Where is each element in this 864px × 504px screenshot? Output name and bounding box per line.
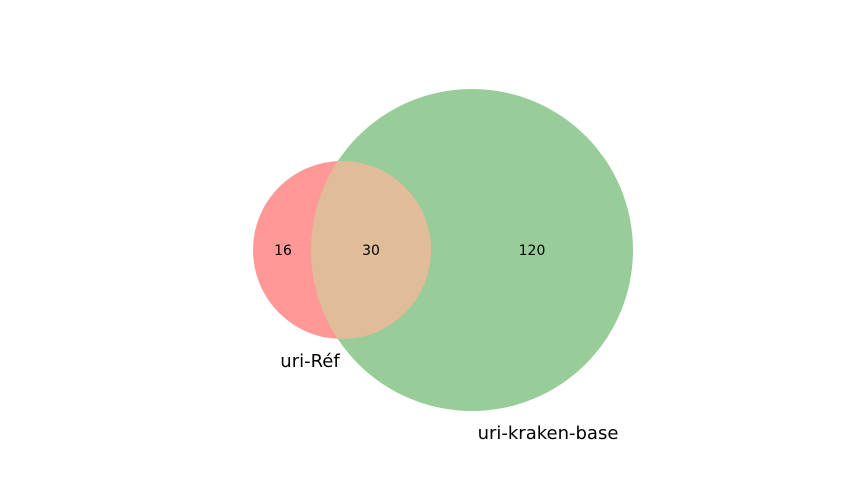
count-only-uri-kraken-base: 120 bbox=[519, 243, 546, 259]
set-label-uri-ref: uri-Réf bbox=[280, 351, 340, 372]
count-intersection: 30 bbox=[362, 243, 380, 259]
set-circle-uri-kraken-base bbox=[311, 89, 633, 411]
set-label-uri-kraken-base: uri-kraken-base bbox=[478, 423, 619, 444]
count-only-uri-ref: 16 bbox=[274, 243, 292, 259]
